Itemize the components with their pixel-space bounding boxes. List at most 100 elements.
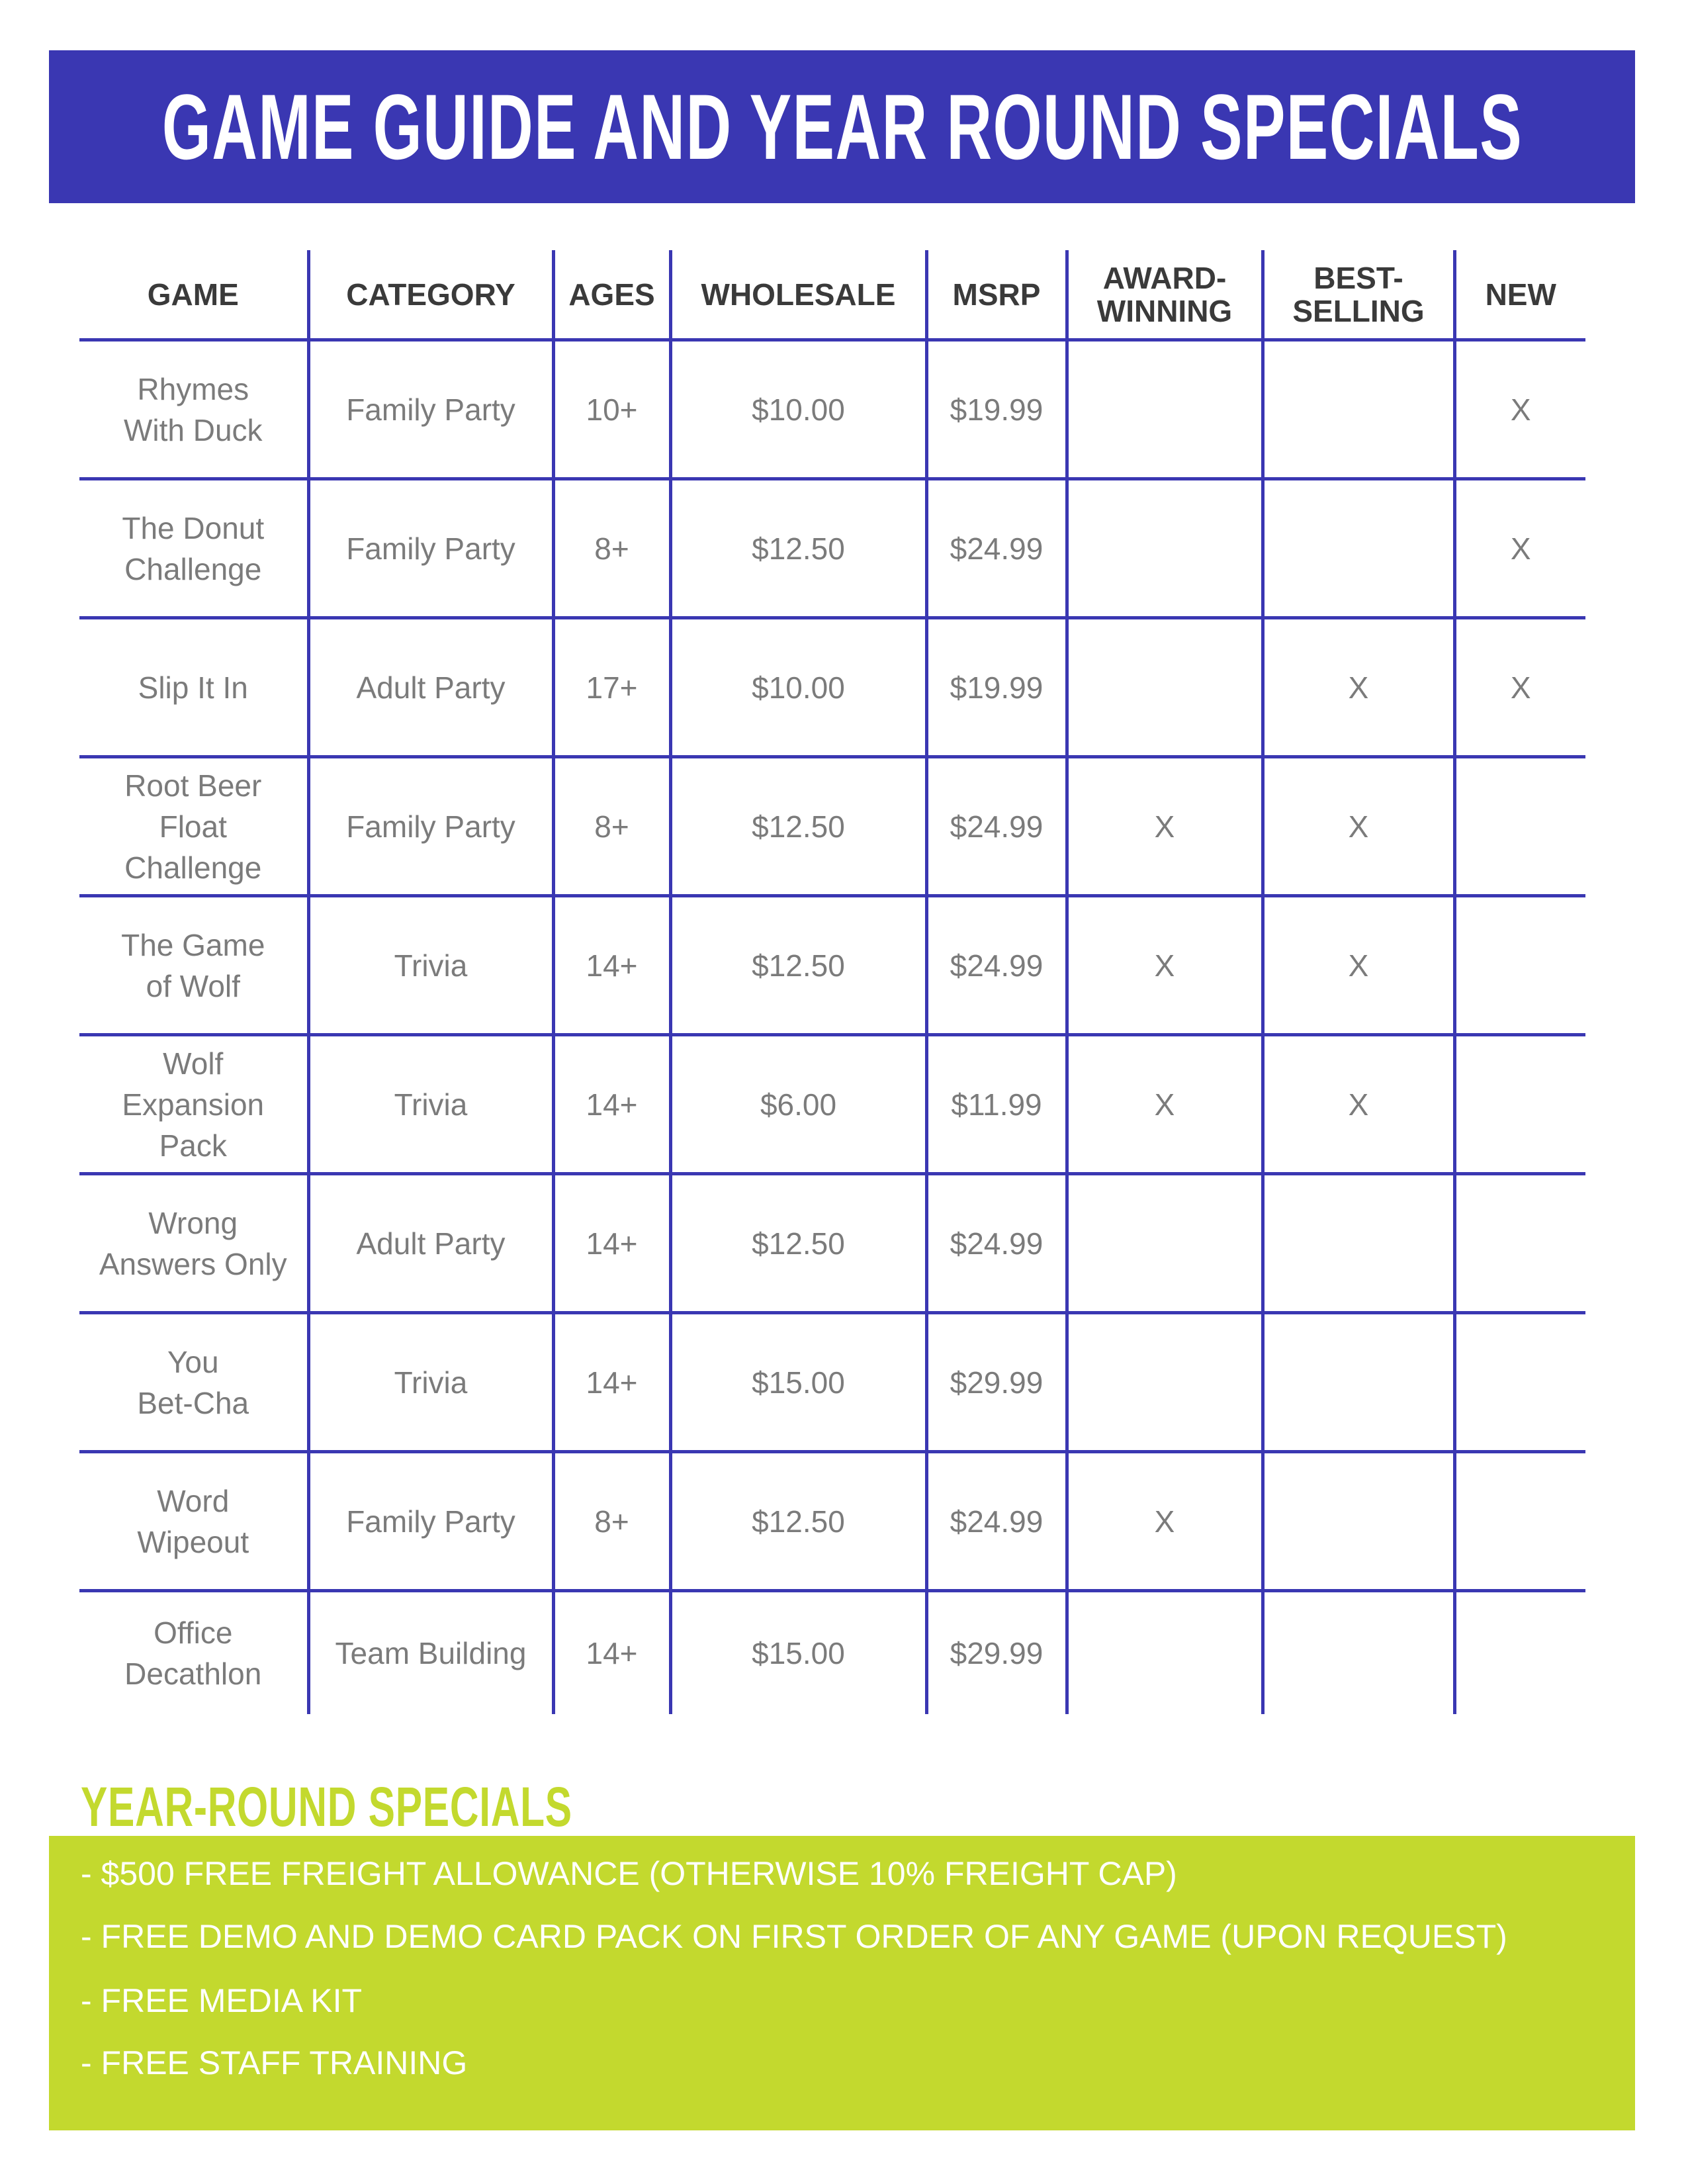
cell-category: Trivia [306, 1311, 553, 1452]
cell-ages: 14+ [551, 1589, 670, 1714]
cell-category: Family Party [306, 1450, 553, 1591]
cell-category: Adult Party [306, 616, 553, 757]
special-item: - FREE MEDIA KIT [81, 1982, 363, 2019]
cell-award-winning [1065, 1172, 1263, 1313]
cell-best-selling [1261, 1450, 1454, 1591]
cell-msrp: $19.99 [924, 338, 1067, 479]
cell-award-winning: X [1065, 1450, 1263, 1591]
cell-new: X [1452, 477, 1585, 618]
header-category: CATEGORY [306, 250, 553, 340]
header-best-selling: BEST- SELLING [1261, 250, 1454, 340]
cell-ages: 8+ [551, 1450, 670, 1591]
cell-wholesale: $12.50 [668, 755, 926, 896]
special-item: - FREE STAFF TRAINING [81, 2044, 468, 2081]
table-header-row: GAME CATEGORY AGES WHOLESALE MSRP AWARD-… [79, 250, 1585, 340]
cell-new [1452, 1172, 1585, 1313]
table-row: Slip It In Adult Party 17+ $10.00 $19.99 X X [79, 616, 1585, 757]
cell-new: X [1452, 338, 1585, 479]
cell-best-selling: X [1261, 755, 1454, 896]
cell-ages: 14+ [551, 1033, 670, 1174]
cell-ages: 8+ [551, 477, 670, 618]
cell-game: Word Wipeout [79, 1450, 308, 1591]
cell-wholesale: $10.00 [668, 338, 926, 479]
cell-game: Rhymes With Duck [79, 338, 308, 479]
header-new: NEW [1452, 250, 1585, 340]
table-row: Root Beer Float Challenge Family Party 8+ $… [79, 755, 1585, 896]
cell-msrp: $24.99 [924, 755, 1067, 896]
cell-msrp: $24.99 [924, 1450, 1067, 1591]
cell-new [1452, 755, 1585, 896]
cell-new: X [1452, 616, 1585, 757]
cell-ages: 8+ [551, 755, 670, 896]
cell-msrp: $29.99 [924, 1311, 1067, 1452]
cell-award-winning: X [1065, 894, 1263, 1035]
cell-ages: 10+ [551, 338, 670, 479]
table-row: The Donut Challenge Family Party 8+ $12.50 $… [79, 477, 1585, 618]
cell-award-winning: X [1065, 755, 1263, 896]
cell-new [1452, 894, 1585, 1035]
cell-game: Root Beer Float Challenge [79, 755, 308, 896]
cell-ages: 14+ [551, 1172, 670, 1313]
cell-category: Family Party [306, 477, 553, 618]
cell-game: Office Decathlon [79, 1589, 308, 1714]
cell-ages: 14+ [551, 1311, 670, 1452]
cell-wholesale: $12.50 [668, 1450, 926, 1591]
cell-best-selling: X [1261, 894, 1454, 1035]
cell-wholesale: $15.00 [668, 1311, 926, 1452]
cell-game: Slip It In [79, 616, 308, 757]
cell-award-winning [1065, 1311, 1263, 1452]
cell-ages: 17+ [551, 616, 670, 757]
cell-best-selling [1261, 1172, 1454, 1313]
cell-game: Wolf Expansion Pack [79, 1033, 308, 1174]
header-msrp: MSRP [924, 250, 1067, 340]
cell-new [1452, 1450, 1585, 1591]
cell-game: The Game of Wolf [79, 894, 308, 1035]
cell-msrp: $11.99 [924, 1033, 1067, 1174]
cell-category: Adult Party [306, 1172, 553, 1313]
cell-best-selling [1261, 338, 1454, 479]
table-row: Wrong Answers Only Adult Party 14+ $12.50 $2… [79, 1172, 1585, 1313]
cell-game: Wrong Answers Only [79, 1172, 308, 1313]
cell-msrp: $24.99 [924, 477, 1067, 618]
cell-new [1452, 1589, 1585, 1714]
cell-ages: 14+ [551, 894, 670, 1035]
table-row: Wolf Expansion Pack Trivia 14+ $6.00 $11.99 X… [79, 1033, 1585, 1174]
cell-award-winning [1065, 338, 1263, 479]
cell-wholesale: $12.50 [668, 1172, 926, 1313]
table-row: You Bet-Cha Trivia 14+ $15.00 $29.99 [79, 1311, 1585, 1452]
cell-wholesale: $15.00 [668, 1589, 926, 1714]
cell-new [1452, 1311, 1585, 1452]
title-banner: GAME GUIDE AND YEAR ROUND SPECIALS [49, 50, 1635, 203]
header-ages: AGES [551, 250, 670, 340]
cell-msrp: $24.99 [924, 1172, 1067, 1313]
cell-best-selling: X [1261, 616, 1454, 757]
cell-wholesale: $12.50 [668, 894, 926, 1035]
table-row: The Game of Wolf Trivia 14+ $12.50 $24.99 X X [79, 894, 1585, 1035]
header-award-winning: AWARD- WINNING [1065, 250, 1263, 340]
cell-award-winning [1065, 477, 1263, 618]
specials-box: - $500 FREE FREIGHT ALLOWANCE (OTHERWISE… [49, 1836, 1635, 2130]
cell-best-selling [1261, 477, 1454, 618]
cell-category: Team Building [306, 1589, 553, 1714]
cell-best-selling: X [1261, 1033, 1454, 1174]
table-row: Rhymes With Duck Family Party 10+ $10.00 $19… [79, 338, 1585, 479]
header-game: GAME [147, 277, 239, 312]
cell-category: Family Party [306, 755, 553, 896]
cell-msrp: $19.99 [924, 616, 1067, 757]
special-item: - FREE DEMO AND DEMO CARD PACK ON FIRST … [81, 1918, 1507, 1955]
cell-wholesale: $10.00 [668, 616, 926, 757]
cell-game: The Donut Challenge [79, 477, 308, 618]
cell-award-winning [1065, 1589, 1263, 1714]
cell-wholesale: $12.50 [668, 477, 926, 618]
cell-wholesale: $6.00 [668, 1033, 926, 1174]
cell-best-selling [1261, 1311, 1454, 1452]
game-guide-table: GAME CATEGORY AGES WHOLESALE MSRP AWARD-… [79, 250, 1585, 1714]
cell-best-selling [1261, 1589, 1454, 1714]
table-row: Office Decathlon Team Building 14+ $15.00 $2… [79, 1589, 1585, 1714]
cell-category: Trivia [306, 894, 553, 1035]
table-row: Word Wipeout Family Party 8+ $12.50 $24.99 X [79, 1450, 1585, 1591]
cell-category: Trivia [306, 1033, 553, 1174]
cell-msrp: $24.99 [924, 894, 1067, 1035]
cell-award-winning: X [1065, 1033, 1263, 1174]
special-item: - $500 FREE FREIGHT ALLOWANCE (OTHERWISE… [81, 1855, 1177, 1892]
